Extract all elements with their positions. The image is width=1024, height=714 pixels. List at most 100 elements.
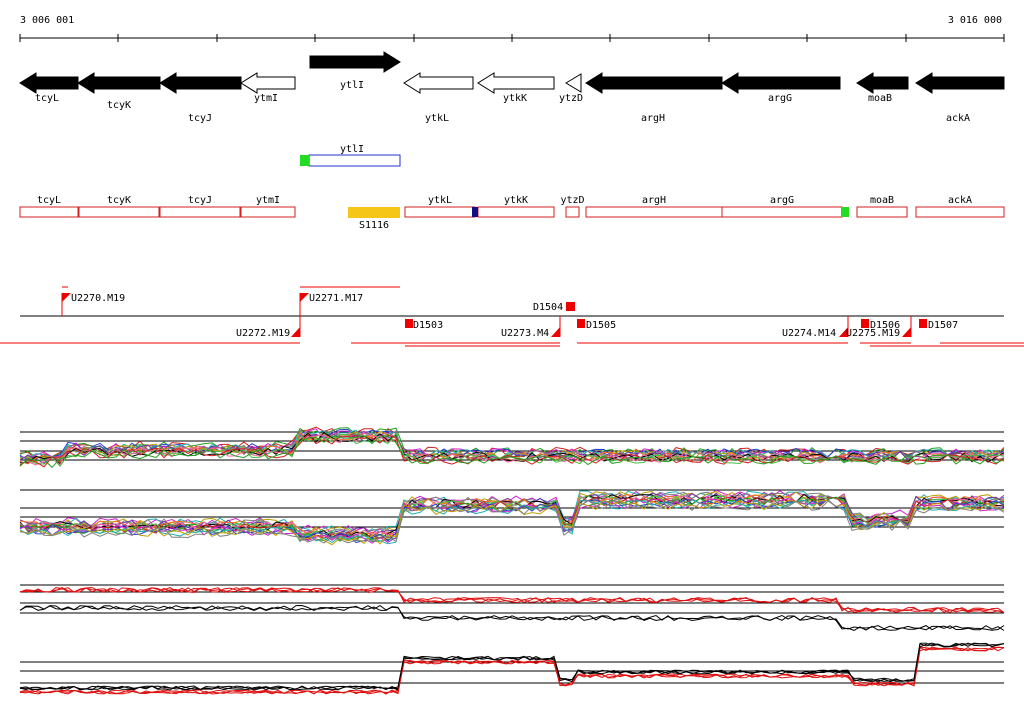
probe-label: D1503 [413,320,443,331]
gene-arrow-ytmI[interactable] [240,72,296,94]
minus-box-label: tcyK [107,195,131,206]
gene-label: tcyK [107,100,131,111]
gene-arrow-tcyJ[interactable] [159,72,242,94]
expression-trace [19,642,1005,691]
gene-label: argH [641,113,665,124]
minus-box-tcyJ[interactable] [159,206,241,218]
minus-box-ytkL[interactable] [404,206,476,218]
gene-label: tcyJ [188,113,212,124]
probe-label: D1506 [870,320,900,331]
minus-box-label: moaB [870,195,894,206]
ruler-ticks [19,34,1005,42]
gene-arrow-tcyL[interactable] [19,72,79,94]
gene-arrow-ackA[interactable] [915,72,1005,94]
gene-label: ytmI [254,93,278,104]
gene-label: moaB [868,93,892,104]
plus-box-ytlI[interactable] [308,154,401,167]
gene-arrow-argH[interactable] [585,72,723,94]
expression-trace [19,604,1005,631]
coordinate-ruler: 3 006 001 3 016 000 [19,15,1005,42]
minus-box-ackA[interactable] [915,206,1005,218]
plus-strand-box-track: ytlI [300,144,401,167]
minus-box-ytzD[interactable] [565,206,580,218]
expression-trace [19,646,1005,695]
minus-box-argH[interactable] [585,206,723,218]
minus-box-label: argH [642,195,666,206]
probe-marker[interactable] [861,319,869,328]
expression-trace [19,587,1005,613]
probe-marker[interactable] [919,319,927,328]
minus-box-argG[interactable] [721,206,843,218]
expression-trace [19,496,1005,541]
gene-label: ackA [946,113,970,124]
minus-box-label: ytkK [504,195,528,206]
expression-trace [19,435,1005,469]
rna-feature-track: S1116 [348,207,400,231]
plus-box-marker [300,155,309,166]
rna-feature-label: S1116 [359,220,389,231]
probe-marker[interactable] [405,319,413,328]
minus-box-label: tcyJ [188,195,212,206]
minus-box-ytmI[interactable] [240,206,296,218]
gene-arrow-ytkL[interactable] [403,72,474,94]
minus-box-marker [841,207,849,217]
minus-box-moaB[interactable] [856,206,908,218]
coordinate-end-label: 3 016 000 [948,15,1002,26]
expression-trace [19,499,1005,544]
plus-box-label: ytlI [340,144,364,155]
gene-arrow-ytkK[interactable] [477,72,555,94]
minus-box-label: ytmI [256,195,280,206]
expression-trace [19,496,1005,543]
minus-box-marker [472,207,478,217]
probe-label: U2275.M19 [846,328,900,339]
minus-strand-box-track: tcyL tcyK tcyJ ytmI ytkL ytkK ytzD argH argG moaB… [19,195,1005,218]
gene-label: argG [768,93,792,104]
probe-label: U2273.M4 [501,328,549,339]
probe-marker[interactable] [839,327,848,337]
probe-marker[interactable] [300,293,309,302]
expression-trace [19,587,1005,613]
probe-label: D1504 [533,302,563,313]
minus-box-label: ytkL [428,195,452,206]
probe-marker[interactable] [577,319,585,328]
minus-box-tcyK[interactable] [78,206,160,218]
gene-arrow-track: tcyL tcyK tcyJ ytmI ytlI ytkL ytkK ytzD argH argG… [19,51,1005,124]
probe-marker[interactable] [566,302,575,311]
rna-feature-s1116[interactable] [348,207,400,218]
gene-label: ytzD [559,93,583,104]
probe-label: U2270.M19 [71,293,125,304]
probe-label: D1505 [586,320,616,331]
probe-marker[interactable] [291,327,300,337]
probe-label: D1507 [928,320,958,331]
gene-arrow-tcyK[interactable] [77,72,161,94]
gene-label: ytlI [340,80,364,91]
gene-label: ytkL [425,113,449,124]
coordinate-start-label: 3 006 001 [20,15,74,26]
probe-track: U2270.M19 U2271.M17 D1504 U2272.M19 D1503 U22… [0,286,1024,347]
expression-panels [19,426,1005,695]
gene-label: ytkK [503,93,527,104]
minus-box-label: argG [770,195,794,206]
minus-box-ytkK[interactable] [477,206,555,218]
gene-arrow-moaB[interactable] [856,72,909,94]
minus-box-label: ytzD [560,195,584,206]
probe-marker[interactable] [62,293,71,302]
gene-arrow-ytlI[interactable] [309,51,401,73]
gene-arrow-argG[interactable] [721,72,841,94]
probe-label: U2272.M19 [236,328,290,339]
probe-label: U2271.M17 [309,293,363,304]
expression-trace [19,586,1005,613]
expression-trace [19,489,1005,536]
probe-marker[interactable] [902,327,911,337]
minus-box-label: ackA [948,195,972,206]
gene-arrow-ytzD[interactable] [565,73,582,93]
expression-trace [19,499,1005,546]
minus-box-label: tcyL [37,195,61,206]
probe-marker[interactable] [551,327,560,337]
probe-label: U2274.M14 [782,328,836,339]
gene-label: tcyL [35,93,59,104]
minus-box-tcyL[interactable] [19,206,79,218]
expression-trace [19,605,1005,631]
